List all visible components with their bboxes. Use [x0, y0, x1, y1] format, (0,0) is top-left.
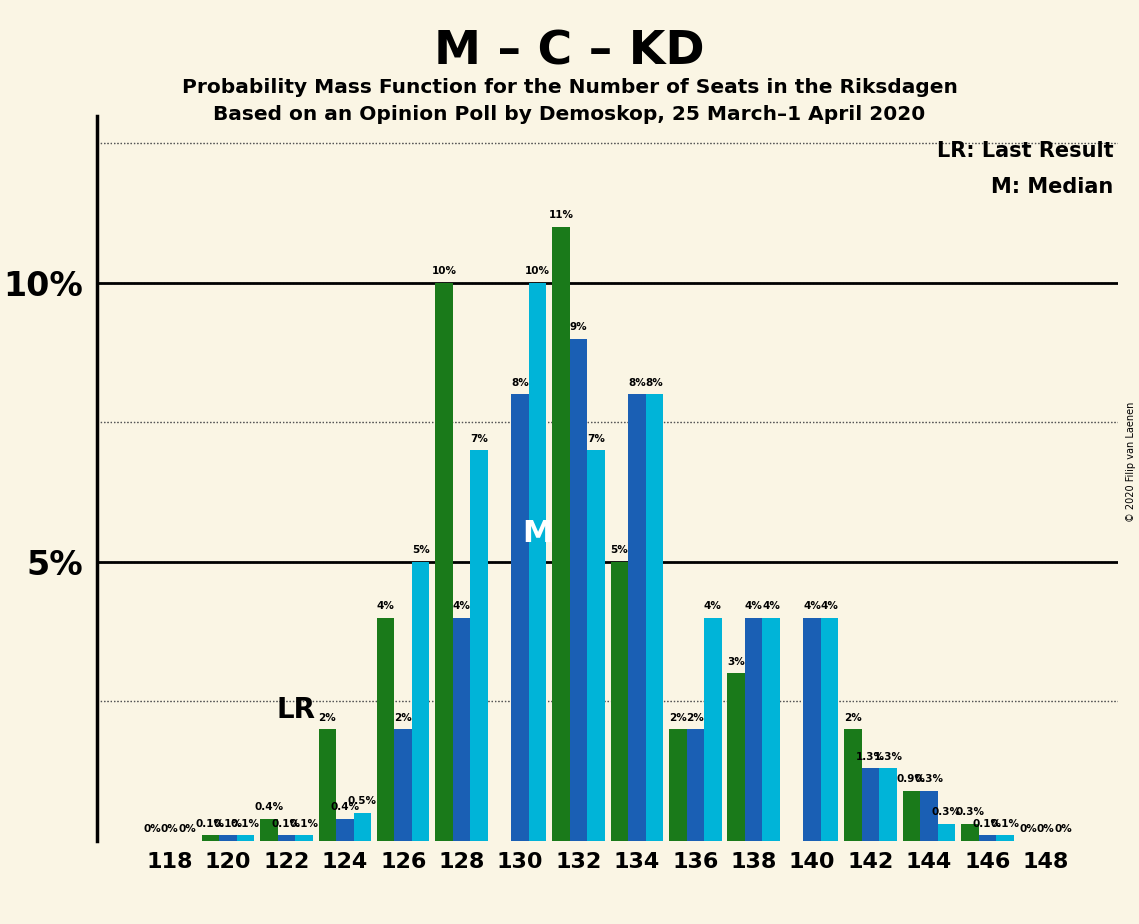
Text: 4%: 4% [821, 601, 838, 611]
Text: 0.3%: 0.3% [915, 774, 943, 784]
Text: 11%: 11% [548, 211, 573, 221]
Bar [997, 835, 1014, 841]
Bar [435, 283, 453, 841]
Bar [319, 729, 336, 841]
Bar [862, 769, 879, 841]
Text: 1.3%: 1.3% [874, 751, 902, 761]
Text: 7%: 7% [470, 433, 489, 444]
Text: 8%: 8% [511, 378, 528, 388]
Bar [628, 395, 646, 841]
Bar [260, 819, 278, 841]
Bar [278, 835, 295, 841]
Text: 3%: 3% [728, 657, 745, 667]
Text: 0.4%: 0.4% [254, 802, 284, 812]
Text: 0.1%: 0.1% [289, 819, 319, 829]
Text: 0.9%: 0.9% [898, 774, 926, 784]
Text: 0%: 0% [161, 824, 179, 834]
Bar [219, 835, 237, 841]
Bar [552, 227, 570, 841]
Text: 0%: 0% [178, 824, 196, 834]
Text: 2%: 2% [394, 712, 412, 723]
Text: Probability Mass Function for the Number of Seats in the Riksdagen: Probability Mass Function for the Number… [181, 78, 958, 97]
Text: 4%: 4% [803, 601, 821, 611]
Bar [844, 729, 862, 841]
Text: 5%: 5% [611, 545, 629, 555]
Text: LR: Last Result: LR: Last Result [936, 140, 1114, 161]
Bar [295, 835, 313, 841]
Text: M: Median: M: Median [991, 177, 1114, 197]
Bar [588, 450, 605, 841]
Text: 4%: 4% [377, 601, 394, 611]
Text: 7%: 7% [587, 433, 605, 444]
Bar [470, 450, 487, 841]
Text: Based on an Opinion Poll by Demoskop, 25 March–1 April 2020: Based on an Opinion Poll by Demoskop, 25… [213, 105, 926, 125]
Bar [611, 562, 628, 841]
Text: © 2020 Filip van Laenen: © 2020 Filip van Laenen [1126, 402, 1136, 522]
Text: 9%: 9% [570, 322, 588, 332]
Bar [202, 835, 219, 841]
Text: 0.3%: 0.3% [932, 808, 961, 818]
Text: 0.5%: 0.5% [347, 796, 377, 807]
Bar [669, 729, 687, 841]
Text: 2%: 2% [687, 712, 704, 723]
Text: LR: LR [277, 696, 316, 723]
Bar [937, 824, 956, 841]
Bar [920, 791, 937, 841]
Bar [978, 835, 997, 841]
Text: 0.1%: 0.1% [991, 819, 1019, 829]
Text: 10%: 10% [525, 266, 550, 276]
Text: 1.3%: 1.3% [857, 751, 885, 761]
Text: 0.1%: 0.1% [272, 819, 301, 829]
Text: 10%: 10% [432, 266, 457, 276]
Text: 0.4%: 0.4% [330, 802, 359, 812]
Bar [528, 283, 547, 841]
Text: 4%: 4% [704, 601, 722, 611]
Text: 8%: 8% [646, 378, 663, 388]
Bar [745, 617, 762, 841]
Bar [687, 729, 704, 841]
Text: 2%: 2% [669, 712, 687, 723]
Bar [803, 617, 821, 841]
Text: 2%: 2% [319, 712, 336, 723]
Bar [353, 813, 371, 841]
Text: 0%: 0% [1019, 824, 1038, 834]
Text: 0%: 0% [144, 824, 161, 834]
Text: 0%: 0% [1055, 824, 1072, 834]
Bar [704, 617, 722, 841]
Bar [570, 339, 588, 841]
Bar [511, 395, 528, 841]
Bar [879, 769, 896, 841]
Text: 0.3%: 0.3% [956, 808, 984, 818]
Bar [762, 617, 780, 841]
Bar [453, 617, 470, 841]
Text: 4%: 4% [452, 601, 470, 611]
Text: M – C – KD: M – C – KD [434, 30, 705, 75]
Bar [646, 395, 663, 841]
Text: 8%: 8% [628, 378, 646, 388]
Bar [412, 562, 429, 841]
Bar [728, 674, 745, 841]
Text: 5%: 5% [412, 545, 429, 555]
Bar [377, 617, 394, 841]
Bar [961, 824, 978, 841]
Bar [394, 729, 412, 841]
Text: 2%: 2% [844, 712, 862, 723]
Bar [902, 791, 920, 841]
Text: 0.1%: 0.1% [231, 819, 260, 829]
Text: 0.1%: 0.1% [213, 819, 243, 829]
Text: 4%: 4% [745, 601, 763, 611]
Bar [336, 819, 353, 841]
Bar [237, 835, 254, 841]
Text: 0.1%: 0.1% [196, 819, 224, 829]
Text: M: M [523, 519, 552, 549]
Text: 0%: 0% [1036, 824, 1055, 834]
Bar [821, 617, 838, 841]
Text: 0.1%: 0.1% [973, 819, 1002, 829]
Text: 4%: 4% [762, 601, 780, 611]
